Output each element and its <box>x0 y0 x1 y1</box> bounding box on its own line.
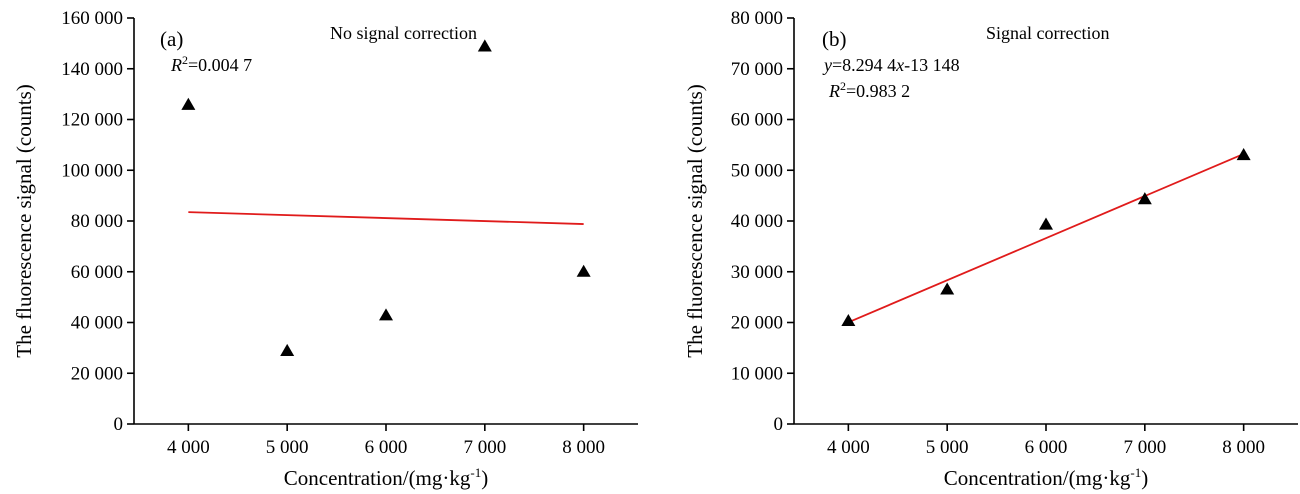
panel-b-title: Signal correction <box>986 23 1109 43</box>
panel-b-y-tick-label: 70 000 <box>731 59 783 80</box>
panel-a-r2-sup: 2 <box>182 53 188 67</box>
panel-b-y-tick-label: 20 000 <box>731 313 783 334</box>
panel-b-data-point <box>1039 217 1053 230</box>
panel-a-x-tick-label: 8 000 <box>562 437 605 458</box>
panel-b-fit-line <box>848 153 1244 324</box>
panel-b-data-point <box>940 282 955 295</box>
panel-b-y-tick-label: 80 000 <box>731 8 783 29</box>
panel-b-x-axis-title-close: ) <box>1141 466 1148 490</box>
panel-b-r2-value: =0.983 2 <box>846 81 910 101</box>
panel-a-fit-line <box>188 211 584 225</box>
panel-a-y-tick-label: 120 000 <box>61 110 123 131</box>
panel-b-y-axis-title: The fluorescence signal (counts) <box>683 84 707 357</box>
panel-b-x-tick-label: 4 000 <box>827 437 870 458</box>
panel-b-r2-sup: 2 <box>840 79 846 93</box>
panel-b-x-ticks: 4 000 5 000 6 000 7 000 8 000 <box>827 424 1265 458</box>
panel-a: 0 20 000 40 000 60 000 80 000 100 000 120 000 1… <box>12 8 638 490</box>
panel-a-y-tick-label: 80 000 <box>71 211 123 232</box>
panel-a-title: No signal correction <box>330 23 477 43</box>
panel-b: 0 10 000 20 000 30 000 40 000 50 000 60 000 70 … <box>683 8 1298 490</box>
panel-a-y-axis-title: The fluorescence signal (counts) <box>12 84 36 357</box>
panel-b-x-axis-title: Concentration/(mg·kg-1) <box>944 465 1148 490</box>
panel-a-y-tick-label: 160 000 <box>61 8 123 29</box>
panel-a-data-point <box>477 39 492 52</box>
panel-a-fit-line-group <box>188 211 584 225</box>
panel-b-eq-end: -13 148 <box>904 55 960 75</box>
panel-a-y-tick-label: 140 000 <box>61 59 123 80</box>
panel-b-r2-symbol: R <box>828 81 840 101</box>
panel-b-x-axis-title-main: Concentration/(mg·kg <box>944 466 1131 490</box>
panel-a-y-ticks: 0 20 000 40 000 60 000 80 000 100 000 120 000 1… <box>61 8 134 435</box>
panel-b-data-point <box>1137 192 1152 205</box>
panel-a-y-tick-label: 20 000 <box>71 363 123 384</box>
panel-b-points <box>841 148 1251 327</box>
panel-a-x-axis-title-close: ) <box>481 466 488 490</box>
panel-b-eq-mid: =8.294 4 <box>832 55 896 75</box>
panel-a-label: (a) <box>160 27 183 51</box>
panel-b-label: (b) <box>822 27 847 51</box>
panel-a-x-tick-label: 5 000 <box>266 437 309 458</box>
panel-b-fit-line-group <box>848 153 1244 324</box>
panel-b-y-tick-label: 0 <box>774 414 784 435</box>
panel-a-y-tick-label: 100 000 <box>61 160 123 181</box>
panel-a-data-point <box>379 308 393 321</box>
panel-a-y-tick-label: 60 000 <box>71 262 123 283</box>
panel-b-y-tick-label: 30 000 <box>731 262 783 283</box>
panel-a-x-tick-label: 6 000 <box>365 437 408 458</box>
panel-a-x-tick-label: 4 000 <box>167 437 210 458</box>
panel-a-y-tick-label: 0 <box>114 414 124 435</box>
panel-a-x-axis-title-sup: -1 <box>470 465 481 480</box>
panel-a-x-ticks: 4 000 5 000 6 000 7 000 8 000 <box>167 424 605 458</box>
panel-b-equation: y=8.294 4x-13 148 <box>822 55 960 75</box>
panel-b-data-point <box>1236 148 1251 161</box>
panel-a-x-axis-title-main: Concentration/(mg·kg <box>284 466 471 490</box>
panel-b-x-tick-label: 5 000 <box>926 437 969 458</box>
panel-a-points <box>181 39 591 356</box>
panel-b-x-tick-label: 7 000 <box>1123 437 1166 458</box>
panel-b-x-axis-title-sup: -1 <box>1130 465 1141 480</box>
panel-b-y-tick-label: 50 000 <box>731 160 783 181</box>
panel-a-r2-symbol: R <box>170 55 182 75</box>
panel-a-data-point <box>181 97 196 110</box>
panel-a-y-tick-label: 40 000 <box>71 313 123 334</box>
panel-b-y-tick-label: 60 000 <box>731 110 783 131</box>
panel-b-eq-y: y <box>822 55 832 75</box>
panel-b-data-point <box>841 313 856 327</box>
panel-b-y-tick-label: 10 000 <box>731 363 783 384</box>
panel-b-eq-x: x <box>895 55 904 75</box>
panel-a-x-tick-label: 7 000 <box>463 437 506 458</box>
panel-a-r2-value: =0.004 7 <box>188 55 252 75</box>
panel-a-r2-annotation: R2=0.004 7 <box>170 53 252 75</box>
panel-b-x-tick-label: 6 000 <box>1025 437 1068 458</box>
panel-b-y-tick-label: 40 000 <box>731 211 783 232</box>
panel-a-data-point <box>280 343 295 356</box>
panel-b-y-ticks: 0 10 000 20 000 30 000 40 000 50 000 60 000 70 … <box>731 8 794 435</box>
panel-a-x-axis-title: Concentration/(mg·kg-1) <box>284 465 488 490</box>
panel-b-r2-annotation: R2=0.983 2 <box>828 79 910 101</box>
panel-a-data-point <box>576 264 591 277</box>
panel-b-x-tick-label: 8 000 <box>1222 437 1265 458</box>
